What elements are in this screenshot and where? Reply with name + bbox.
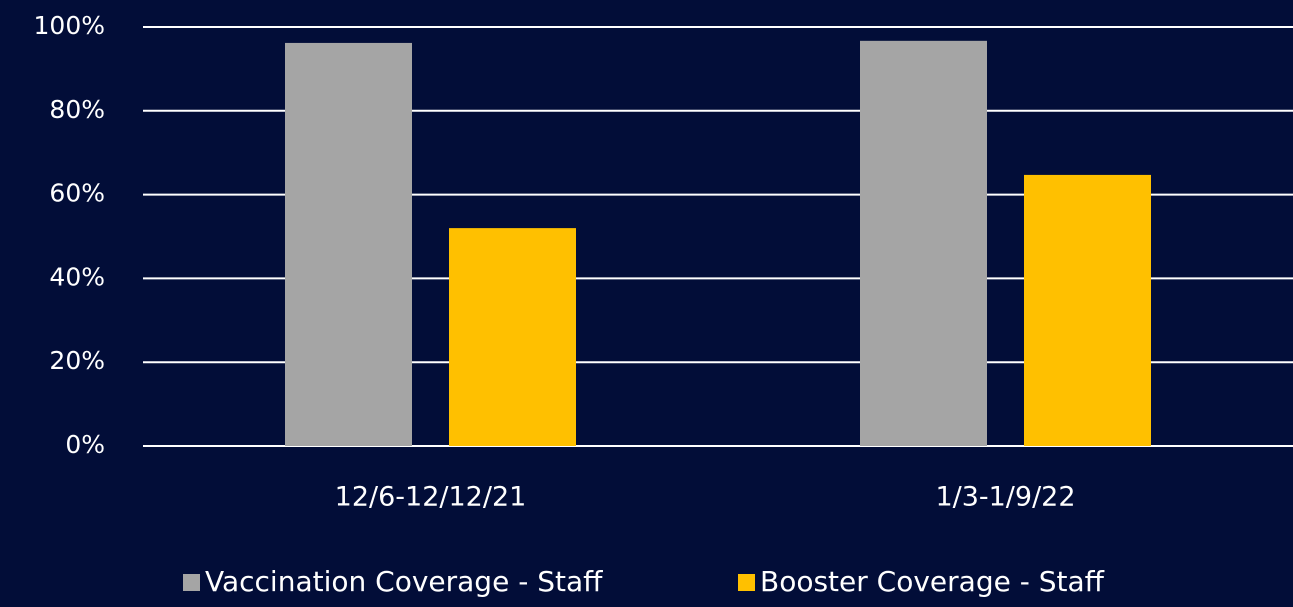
y-tick-label: 20% [49,346,105,375]
x-tick-label: 12/6-12/12/21 [335,482,527,513]
y-tick-label: 80% [49,95,105,124]
y-tick-label: 100% [34,11,105,40]
bar [860,40,987,447]
y-tick-label: 40% [49,262,105,291]
legend-label: Vaccination Coverage - Staff [205,565,603,598]
legend-swatch [183,574,200,591]
bar [285,42,412,447]
y-tick-label: 0% [65,430,105,459]
x-tick-label: 1/3-1/9/22 [935,482,1075,513]
bar [1024,174,1151,447]
legend-swatch [738,574,755,591]
bar [449,228,576,446]
legend-label: Booster Coverage - Staff [760,565,1105,598]
y-tick-label: 60% [49,179,105,208]
